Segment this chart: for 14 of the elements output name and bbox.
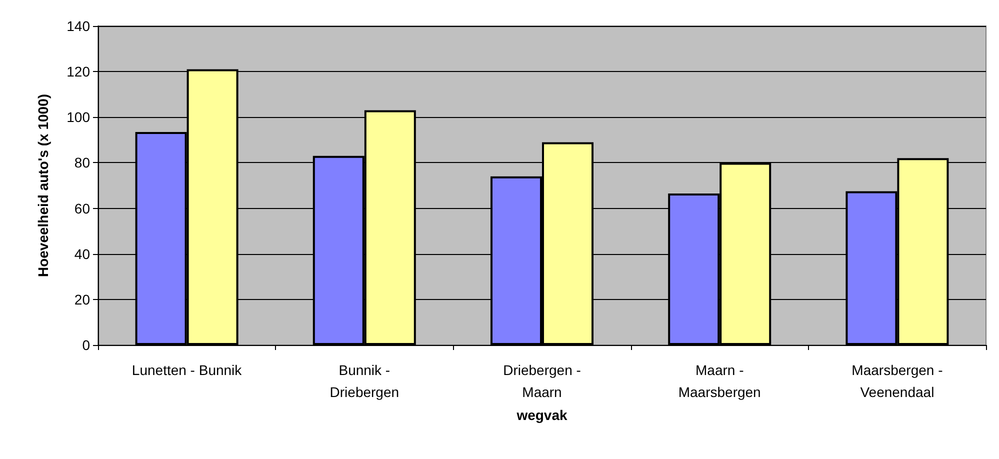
- x-tick-label: Maarn - Maarsbergen: [678, 362, 761, 400]
- y-tick-label: 80: [74, 154, 90, 171]
- y-axis-title: Hoeveelheid auto's (x 1000): [35, 94, 51, 278]
- y-tick-label: 120: [66, 64, 90, 80]
- y-tick-label: 100: [66, 109, 90, 126]
- x-tick-label: Bunnik - Driebergen: [330, 362, 400, 400]
- y-tick-label: 20: [74, 291, 90, 308]
- y-tick-label: 0: [82, 337, 90, 353]
- x-tick-label: Lunetten - Bunnik: [132, 362, 243, 378]
- y-tick-label: 140: [66, 18, 90, 34]
- y-tick-label: 60: [74, 200, 90, 216]
- y-tick-label: 40: [74, 246, 90, 262]
- x-axis-title: wegvak: [516, 406, 568, 423]
- x-tick-label: Maarsbergen - Veenendaal: [852, 362, 944, 400]
